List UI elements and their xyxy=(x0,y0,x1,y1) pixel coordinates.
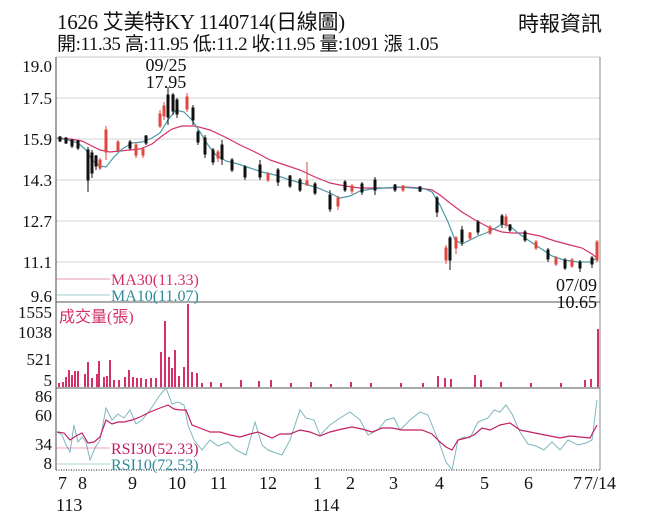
low-value-label: 10.65 xyxy=(557,292,598,312)
ma30-line xyxy=(56,125,598,259)
volume-panel: 1555 1038 521 5 成交量(張) xyxy=(18,303,600,390)
rsi-ytick: 60 xyxy=(35,406,52,425)
chart-title: 1626 艾美特KY 1140714(日線圖) xyxy=(57,10,345,34)
brand-label: 時報資訊 xyxy=(518,12,602,36)
price-ytick: 15.9 xyxy=(22,130,52,149)
rsi10-line xyxy=(56,387,598,472)
volume-title: 成交量(張) xyxy=(59,308,134,326)
volume-ytick: 1555 xyxy=(18,303,52,322)
rsi-ytick: 86 xyxy=(35,387,52,406)
x-year-label: 113 xyxy=(56,495,82,515)
x-end-date-label: 7/14 xyxy=(584,473,616,493)
volume-ytick: 1038 xyxy=(18,323,52,342)
price-panel: 19.0 17.5 15.9 14.3 12.7 11.1 9.6 xyxy=(22,55,601,470)
x-month-label: 5 xyxy=(480,473,489,493)
volume-ytick: 521 xyxy=(27,350,53,369)
ma10-legend: MA10(11.07) xyxy=(111,288,199,305)
x-month-label: 4 xyxy=(435,473,444,493)
rsi10-legend: RSI10(72.53) xyxy=(111,457,199,474)
x-month-label: 8 xyxy=(78,473,87,493)
rsi30-legend: RSI30(52.33) xyxy=(111,441,199,458)
ma30-legend: MA30(11.33) xyxy=(111,272,199,289)
volume-ytick: 5 xyxy=(44,371,53,390)
x-month-label: 3 xyxy=(389,473,398,493)
x-month-label: 11 xyxy=(210,473,227,493)
ohlc-summary: 開:11.35 高:11.95 低:11.2 收:11.95 量:1091 漲 … xyxy=(57,34,439,55)
low-date-label: 07/09 xyxy=(556,275,597,295)
rsi-ytick: 8 xyxy=(44,454,53,473)
x-month-label: 1 xyxy=(313,473,322,493)
high-date-label: 09/25 xyxy=(145,55,186,75)
x-year-label: 114 xyxy=(313,495,339,515)
x-month-label: 12 xyxy=(259,473,277,493)
price-ytick: 14.3 xyxy=(22,171,52,190)
candlesticks xyxy=(58,87,599,272)
x-month-label: 2 xyxy=(346,473,355,493)
rsi-ytick: 34 xyxy=(35,435,53,454)
price-ytick: 9.6 xyxy=(31,287,52,306)
rsi-panel: 86 60 34 8 RSI30(52.33) RSI10(72.53) xyxy=(35,387,600,474)
ma10-line xyxy=(56,109,598,263)
high-value-label: 17.95 xyxy=(146,72,187,92)
price-ytick: 17.5 xyxy=(22,89,52,108)
x-month-label: 10 xyxy=(168,473,186,493)
x-month-label: 7 xyxy=(58,473,67,493)
rsi30-line xyxy=(56,404,598,451)
price-ytick: 12.7 xyxy=(22,212,52,231)
x-month-label: 7 xyxy=(573,473,582,493)
x-month-label: 9 xyxy=(128,473,137,493)
x-month-label: 6 xyxy=(524,473,533,493)
price-ytick: 11.1 xyxy=(23,253,52,272)
volume-bars xyxy=(58,304,599,387)
price-ytick: 19.0 xyxy=(22,57,52,76)
x-axis: 7 8 9 10 11 12 1 2 3 4 5 6 7 7/14 113 11… xyxy=(56,473,616,515)
